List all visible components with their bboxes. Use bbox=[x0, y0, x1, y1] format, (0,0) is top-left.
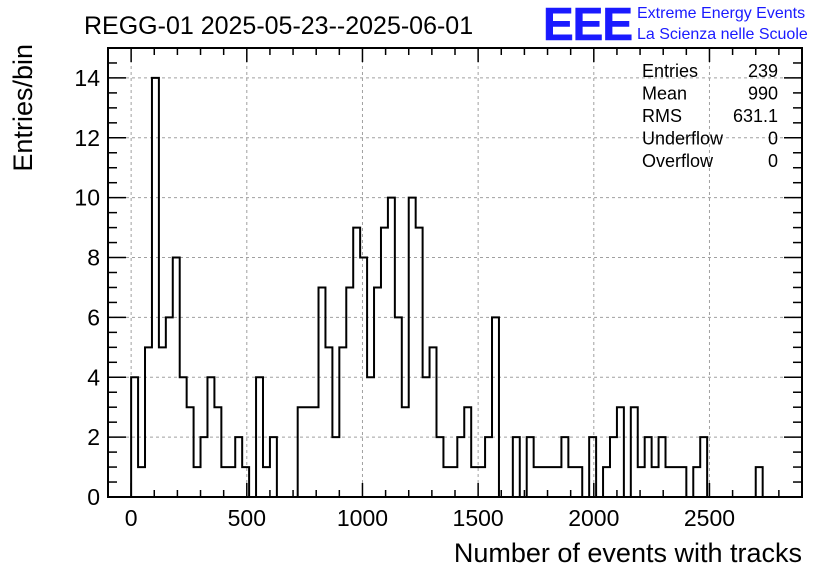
logo-line1: Extreme Energy Events bbox=[637, 5, 805, 22]
x-tick-label: 0 bbox=[125, 505, 138, 531]
stats-label: Overflow bbox=[642, 151, 714, 171]
stats-label: Underflow bbox=[642, 129, 724, 149]
eee-logo: EEE Extreme Energy Events La Scienza nel… bbox=[543, 0, 808, 50]
logo-text: EEE bbox=[543, 0, 632, 50]
y-tick-label: 8 bbox=[87, 245, 100, 271]
stats-box: Entries 239 Mean 990 RMS 631.1 Underflow 0 Overf… bbox=[642, 61, 778, 171]
x-tick-label: 2500 bbox=[684, 505, 735, 531]
stats-label: Entries bbox=[642, 61, 698, 81]
stats-value: 239 bbox=[748, 61, 778, 81]
stats-value: 0 bbox=[768, 151, 778, 171]
y-tick-label: 10 bbox=[74, 185, 100, 211]
tick-labels: 0 500 1000 1500 2000 2500 0 2 4 6 8 10 12 14 bbox=[74, 65, 735, 531]
y-tick-label: 0 bbox=[87, 484, 100, 510]
y-tick-label: 6 bbox=[87, 304, 100, 330]
x-tick-label: 2000 bbox=[568, 505, 619, 531]
axes bbox=[107, 47, 803, 498]
x-tick-label: 1000 bbox=[337, 505, 388, 531]
x-axis-label: Number of events with tracks bbox=[454, 538, 802, 568]
y-tick-label: 2 bbox=[87, 424, 100, 450]
y-tick-label: 14 bbox=[74, 65, 100, 91]
stats-label: Mean bbox=[642, 84, 687, 104]
histogram-outline bbox=[130, 76, 764, 498]
logo-line2: La Scienza nelle Scuole bbox=[637, 26, 808, 43]
stats-value: 631.1 bbox=[733, 106, 778, 126]
y-axis-label: Entries/bin bbox=[8, 44, 38, 172]
y-tick-label: 12 bbox=[74, 125, 100, 151]
histogram-bars bbox=[130, 76, 764, 498]
stats-value: 990 bbox=[748, 84, 778, 104]
stats-value: 0 bbox=[768, 129, 778, 149]
x-tick-label: 1500 bbox=[453, 505, 504, 531]
stats-label: RMS bbox=[642, 106, 682, 126]
y-tick-label: 4 bbox=[87, 364, 100, 390]
chart-title: REGG-01 2025-05-23--2025-06-01 bbox=[84, 12, 473, 40]
x-tick-label: 500 bbox=[228, 505, 266, 531]
